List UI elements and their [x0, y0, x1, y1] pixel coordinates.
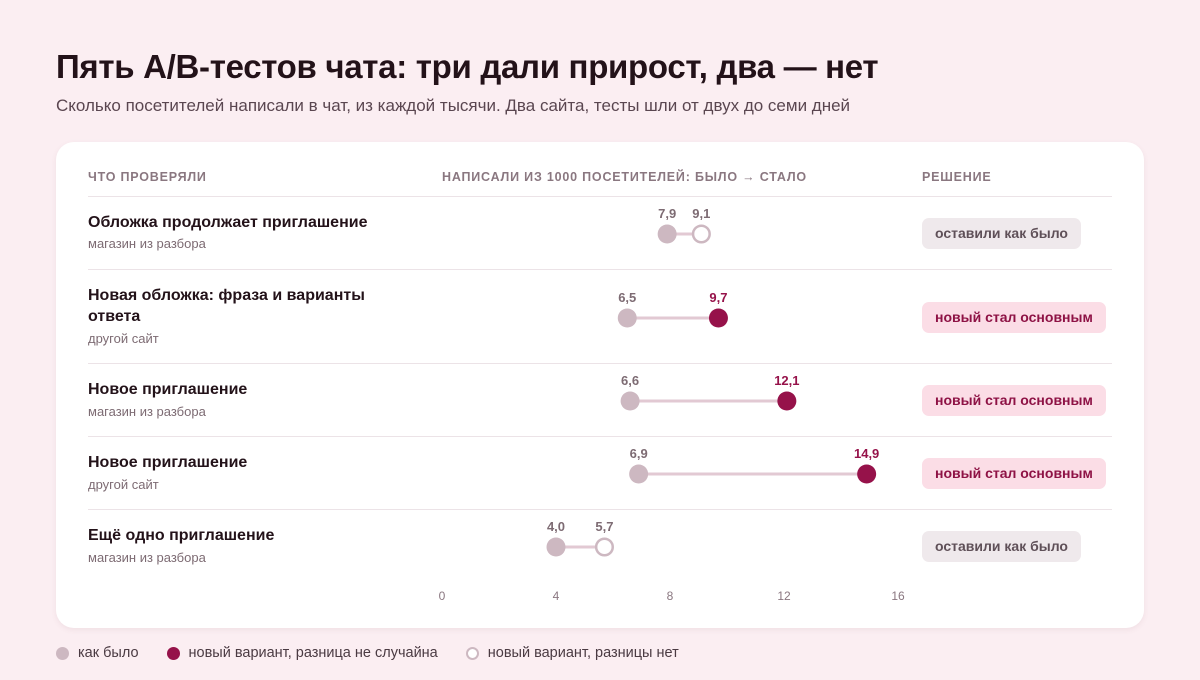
after-point — [691, 224, 711, 244]
before-point — [629, 464, 649, 484]
before-value-label: 7,9 — [658, 206, 676, 221]
row-2-name: Новая обложка: фраза и варианты ответа — [88, 287, 365, 325]
header-axis: НАПИСАЛИ ИЗ 1000 ПОСЕТИТЕЛЕЙ: БЫЛО → СТА… — [442, 170, 807, 184]
chart-subtitle: Сколько посетителей написали в чат, из к… — [56, 96, 851, 115]
row-divider — [88, 269, 1112, 270]
legend-item-old: как было — [56, 645, 139, 661]
after-value-label: 14,9 — [854, 446, 879, 461]
legend-old-marker — [56, 646, 69, 660]
row-3-decision-badge: новый стал основным — [922, 385, 1106, 416]
row-divider — [88, 196, 1112, 197]
legend-ns-marker — [465, 646, 479, 660]
after-value-label: 5,7 — [595, 519, 613, 534]
row-3-name: Новое приглашение — [88, 381, 248, 398]
after-point — [857, 464, 877, 484]
header-decision: РЕШЕНИЕ — [922, 170, 992, 184]
chart-title: Пять А/В-тестов чата: три дали прирост, … — [56, 48, 879, 85]
legend-item-ns: новый вариант, разницы нет — [465, 645, 679, 661]
before-value-label: 6,5 — [618, 290, 636, 305]
row-4-site: другой сайт — [88, 477, 159, 492]
row-3-site: магазин из разбора — [88, 404, 206, 419]
row-divider — [88, 436, 1112, 437]
row-5-site: магазин из разбора — [88, 550, 206, 565]
after-value-label: 9,7 — [709, 290, 727, 305]
after-value-label: 12,1 — [774, 373, 799, 388]
row-5-name: Ещё одно приглашение — [88, 527, 275, 544]
after-point — [594, 537, 615, 557]
before-point — [657, 224, 677, 244]
before-point — [620, 391, 640, 411]
row-4-name: Новое приглашение — [88, 454, 248, 471]
legend-old-label: как было — [78, 645, 139, 661]
before-value-label: 6,6 — [621, 373, 639, 388]
x-tick-label: 12 — [777, 589, 791, 603]
before-value-label: 4,0 — [547, 519, 565, 534]
row-2-decision-badge: новый стал основным — [922, 302, 1106, 333]
dumbbell-plot: 7,9 9,1 6,5 9,7 6,6 12,1 6,9 14,9 4,0 5,7 0 4 8 12 16 — [439, 206, 905, 603]
x-tick-label: 0 — [439, 589, 446, 603]
row-2-site: другой сайт — [88, 331, 159, 346]
after-point — [777, 391, 797, 411]
row-1-site: магазин из разбора — [88, 236, 206, 251]
legend-win-marker — [166, 646, 180, 660]
header-what: ЧТО ПРОВЕРЯЛИ — [88, 170, 207, 184]
legend-item-win: новый вариант, разница не случайна — [166, 645, 438, 661]
x-tick-label: 4 — [553, 589, 560, 603]
row-5-decision-badge: оставили как было — [922, 531, 1081, 562]
after-point — [708, 308, 728, 328]
legend-win-label: новый вариант, разница не случайна — [188, 645, 438, 661]
row-divider — [88, 363, 1112, 364]
chart-card: ЧТО ПРОВЕРЯЛИ НАПИСАЛИ ИЗ 1000 ПОСЕТИТЕЛ… — [56, 142, 1144, 628]
row-divider — [88, 509, 1112, 510]
x-tick-label: 8 — [667, 589, 674, 603]
row-1-decision-badge: оставили как было — [922, 218, 1081, 249]
before-point — [617, 308, 637, 328]
before-value-label: 6,9 — [630, 446, 648, 461]
after-value-label: 9,1 — [692, 206, 710, 221]
legend-ns-label: новый вариант, разницы нет — [487, 645, 679, 661]
before-point — [546, 537, 566, 557]
legend: как было новый вариант, разница не случа… — [56, 645, 707, 661]
x-tick-label: 16 — [891, 589, 905, 603]
row-4-decision-badge: новый стал основным — [922, 458, 1106, 489]
row-1-name: Обложка продолжает приглашение — [88, 214, 368, 231]
